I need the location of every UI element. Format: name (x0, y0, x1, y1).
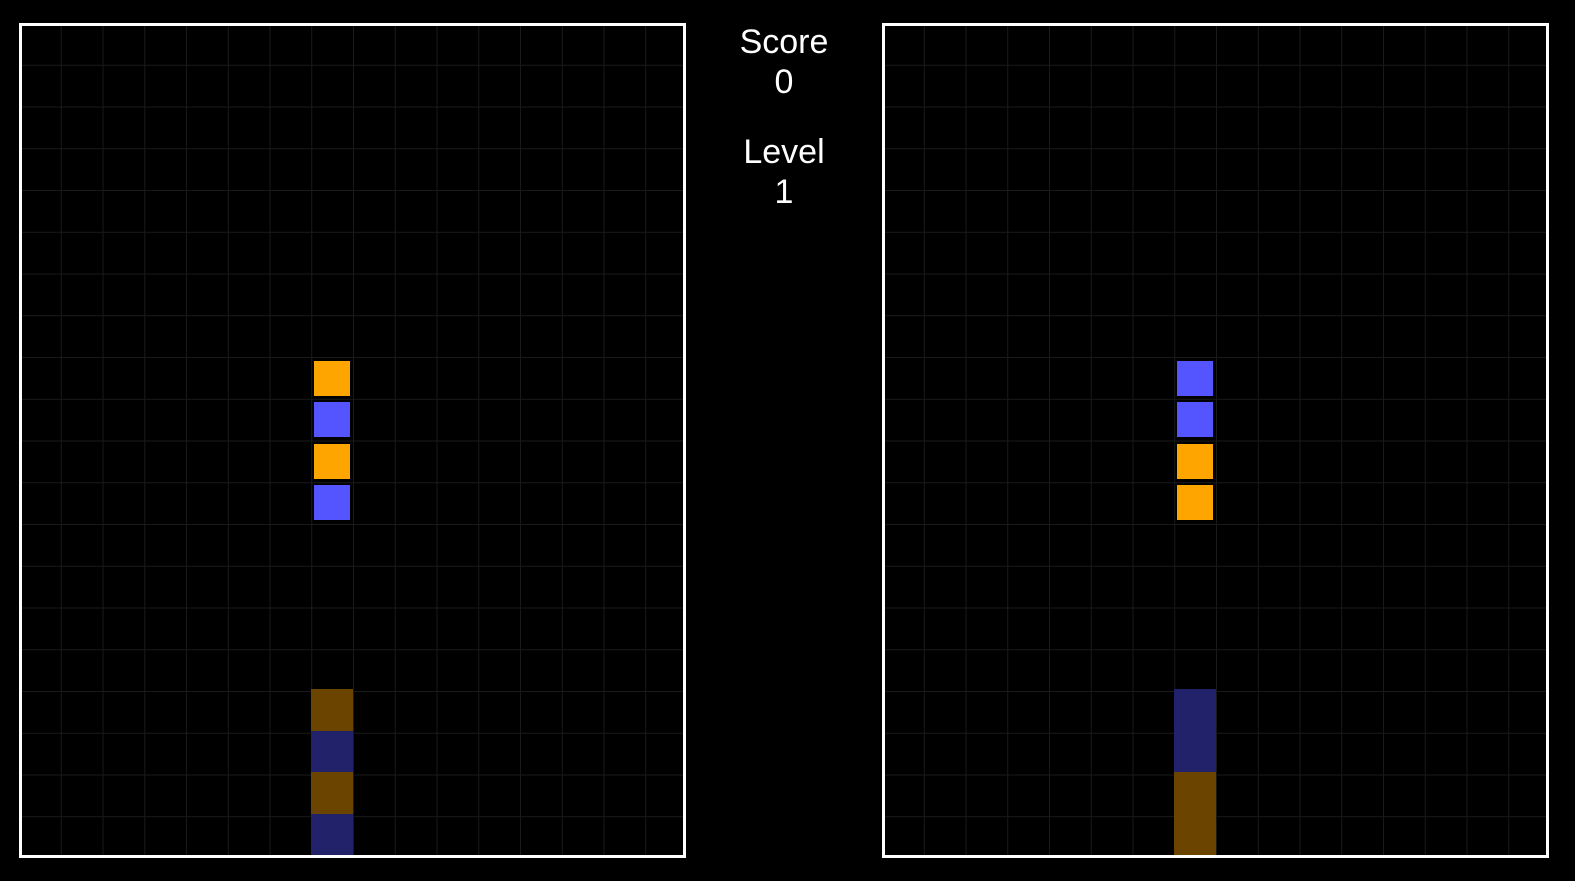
left-piece-cell (314, 443, 350, 479)
left-board-cells (22, 26, 683, 855)
left-piece-cell (314, 360, 350, 397)
right-ghost-cell (1174, 772, 1216, 814)
left-piece-cell (314, 484, 350, 521)
right-ghost-cell (1174, 689, 1216, 731)
right-ghost-cell (1174, 813, 1216, 855)
hud-panel: Score 0 Level 1 (686, 22, 882, 242)
left-piece-cell (314, 402, 350, 438)
right-piece-cell (1177, 360, 1213, 397)
right-board (882, 23, 1549, 858)
right-piece-cell (1177, 484, 1213, 521)
right-ghost-cell (1174, 730, 1216, 773)
level-value: 1 (774, 173, 794, 211)
right-piece-cell (1177, 443, 1213, 479)
right-board-cells (885, 26, 1546, 855)
left-board (19, 23, 686, 858)
level-label: Level (743, 133, 825, 171)
score-value: 0 (774, 63, 794, 101)
left-ghost-cell (311, 772, 353, 814)
level-block: Level 1 (686, 132, 882, 212)
score-block: Score 0 (686, 22, 882, 102)
left-ghost-cell (311, 730, 353, 773)
left-ghost-cell (311, 813, 353, 855)
left-ghost-cell (311, 689, 353, 731)
score-label: Score (739, 23, 829, 61)
right-piece-cell (1177, 402, 1213, 438)
